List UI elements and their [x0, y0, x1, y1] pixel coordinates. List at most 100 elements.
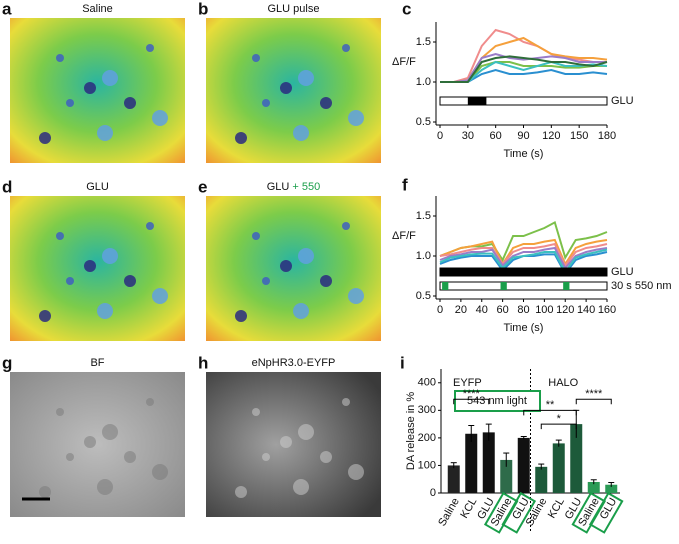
image	[10, 372, 185, 517]
cell	[262, 277, 270, 285]
cell	[235, 132, 247, 144]
image	[206, 18, 381, 163]
bar	[535, 466, 548, 493]
cell	[293, 125, 309, 141]
series-line	[439, 238, 608, 267]
significance-bracket	[540, 423, 577, 430]
legend-box	[454, 390, 541, 412]
cell	[152, 288, 168, 304]
cell	[146, 398, 154, 406]
bar	[500, 459, 513, 493]
cell	[84, 436, 96, 448]
series-line	[439, 242, 608, 268]
stimulus-label: 30 s 550 nm	[611, 280, 672, 292]
cell	[84, 82, 96, 94]
bar	[605, 484, 618, 493]
x-tick-label: 60	[497, 304, 509, 316]
category: GLU	[501, 491, 537, 534]
y-tick-label: 200	[418, 432, 436, 444]
significance-bracket	[575, 398, 612, 405]
x-tick-label: 60	[490, 130, 502, 142]
y-tick-label: 0.5	[416, 290, 431, 302]
panel-letter: g	[2, 353, 12, 372]
x-tick-label: 100	[535, 304, 553, 316]
x-tick-label: 140	[577, 304, 595, 316]
panel-title: GLU + 550	[267, 181, 321, 193]
significance-bracket	[453, 398, 490, 405]
x-tick-label: 80	[517, 304, 529, 316]
cell	[97, 303, 113, 319]
x-tick-label: 120	[556, 304, 574, 316]
stimulus-segment	[467, 97, 487, 105]
image	[10, 196, 185, 341]
y-tick-label: 1.5	[416, 210, 431, 222]
cell	[39, 132, 51, 144]
cell	[298, 424, 314, 440]
panel-title: GLU pulse	[268, 3, 320, 15]
title-part: + 550	[289, 181, 320, 193]
cell	[102, 248, 118, 264]
title-part: eNpHR3.0-EYFP	[252, 357, 336, 369]
stimulus-label: GLU	[611, 266, 634, 278]
cell	[320, 97, 332, 109]
panel-title: GLU	[86, 181, 109, 193]
cell	[298, 70, 314, 86]
bar	[447, 465, 460, 493]
group-label: EYFP	[453, 377, 482, 389]
x-tick-label: 20	[455, 304, 467, 316]
y-axis-label: ΔF/F	[392, 56, 416, 68]
category-box	[588, 491, 624, 534]
cell	[66, 277, 74, 285]
series-line	[439, 248, 608, 274]
panel-title: Saline	[82, 3, 113, 15]
bar	[482, 432, 495, 493]
bar	[570, 424, 583, 493]
image	[10, 18, 185, 163]
x-tick-label: 120	[542, 130, 560, 142]
title-part: Saline	[82, 3, 113, 15]
y-tick-label: 400	[418, 377, 436, 389]
y-axis-label: DA release in %	[405, 392, 417, 470]
cell	[342, 44, 350, 52]
cell	[66, 99, 74, 107]
y-tick-label: 0	[430, 487, 436, 499]
cell	[252, 408, 260, 416]
title-part: GLU pulse	[268, 3, 320, 15]
x-tick-label: 180	[598, 130, 616, 142]
x-tick-label: 0	[437, 304, 443, 316]
cell	[298, 248, 314, 264]
significance-bracket	[523, 409, 577, 416]
cell	[262, 99, 270, 107]
y-tick-label: 1.0	[416, 250, 431, 262]
stimulus-segment	[563, 282, 570, 290]
cell	[152, 464, 168, 480]
group-label: HALO	[548, 377, 578, 389]
cell	[66, 453, 74, 461]
y-tick-label: 1.0	[416, 76, 431, 88]
cell	[56, 54, 64, 62]
cell	[280, 260, 292, 272]
cell	[320, 451, 332, 463]
stimulus-segment	[500, 282, 507, 290]
significance-label: ****	[463, 388, 481, 400]
y-tick-label: 300	[418, 404, 436, 416]
bar	[517, 437, 530, 493]
y-axis-label: ΔF/F	[392, 230, 416, 242]
image	[206, 196, 381, 341]
cell	[348, 110, 364, 126]
title-part: GLU	[86, 181, 109, 193]
stimulus-bar	[439, 281, 608, 291]
cell	[320, 275, 332, 287]
x-tick-label: Saline	[436, 496, 462, 528]
x-tick-label: 0	[437, 130, 443, 142]
cell	[97, 479, 113, 495]
panel-letter: e	[198, 177, 207, 196]
cell	[84, 260, 96, 272]
significance-label: **	[546, 399, 555, 411]
cell	[235, 310, 247, 322]
image	[206, 372, 381, 517]
significance-label: *	[557, 413, 562, 425]
title-part: GLU	[267, 181, 290, 193]
x-tick-label: 150	[570, 130, 588, 142]
bar	[552, 443, 565, 493]
